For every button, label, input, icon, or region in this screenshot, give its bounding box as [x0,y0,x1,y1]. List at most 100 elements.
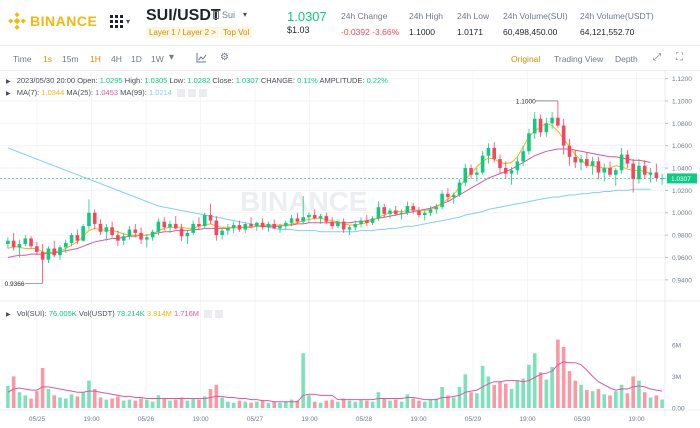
view-original[interactable]: Original [511,54,541,64]
candle-body [29,238,33,247]
apps-menu-icon[interactable]: ▾ [110,14,132,28]
price-axis-label: 1.0200 [672,188,692,195]
candle-body [214,220,219,236]
high-marker-label: 1.1000 [516,98,536,105]
volume-bar [52,395,57,408]
volume-bar [567,371,572,408]
volume-bar [307,395,311,408]
vol-visibility-toggle[interactable] [204,310,213,319]
volume-bar [260,400,265,408]
candle-body [347,227,352,230]
top-vol-tag[interactable]: Top Vol [220,27,253,38]
candle-body [602,168,607,173]
price-axis-label: 0.9400 [672,277,692,284]
volume-bar [492,384,497,408]
volume-bar [475,393,479,408]
candle-body [35,246,39,252]
candle-body [289,218,294,223]
volume-bar [11,376,16,408]
view-trading-view[interactable]: Trading View [554,54,604,64]
candle-body [295,218,300,222]
volume-bar [278,402,282,408]
last-price-usd: $1.03 [287,25,310,35]
volume-bar [127,399,132,408]
volume-bar [382,398,387,408]
interval-15m[interactable]: 15m [62,54,79,64]
volume-bar [110,398,114,408]
time-axis-label: 05/30 [574,416,591,423]
candle-body [399,212,404,214]
volume-bar [637,380,641,408]
candle-body [498,159,502,169]
time-axis-label: 19:00 [192,416,209,423]
candle-body [87,212,91,227]
volume-bar [249,402,253,408]
interval-dropdown-icon[interactable]: ▾ [169,52,175,63]
candle-body [648,172,653,175]
fullscreen-icon[interactable]: ⛶ [676,52,683,63]
candle-body [608,168,612,175]
price-axis-label: 1.1200 [672,76,692,83]
pair-dropdown-icon[interactable]: ▾ [243,10,248,19]
candle-body [81,226,85,241]
pair-info-link[interactable]: Sui [213,10,235,20]
interval-1s[interactable]: 1s [43,54,52,64]
candle-body [104,227,109,232]
candle-body [272,223,277,229]
candle-body [324,216,329,222]
candle-body [341,221,346,230]
interval-1w[interactable]: 1W [151,54,164,64]
candle-body [521,151,525,162]
ma-visibility-toggle[interactable] [176,89,185,98]
vol-settings-button[interactable] [215,310,224,319]
binance-logo[interactable]: BINANCE [8,12,97,30]
volume-bar [35,391,39,408]
volume-bar [104,399,109,408]
volume-bar [619,384,624,408]
candle-body [428,209,433,213]
current-price-tag [667,173,697,184]
time-axis-label: 05/28 [356,416,373,423]
candle-body [301,217,305,222]
volume-bar [428,399,433,408]
volume-bar [6,385,10,408]
volume-bar [365,400,369,408]
stat-24h-low: 24h Low 1.0171 [457,11,490,37]
candle-body [457,182,462,195]
time-axis-label: 19:00 [301,416,318,423]
volume-bar [139,398,143,408]
ma-settings-button[interactable] [187,89,196,98]
ma-close-button[interactable] [198,89,207,98]
interval-1d[interactable]: 1D [131,54,142,64]
candle-body [365,220,369,223]
indicator-icon[interactable] [196,52,207,66]
view-depth[interactable]: Depth [615,54,638,64]
chart-toolbar: Time 1s 15m 1H 4H 1D 1W ▾ ⚙ Original Tra… [0,45,700,71]
candle-body [191,223,195,233]
volume-bar [446,395,450,408]
ma7-line [7,122,651,254]
candle-body [220,230,224,236]
interval-1h[interactable]: 1H [90,54,101,64]
candle-body [145,237,149,240]
volume-bar [341,398,346,408]
candle-body [440,193,444,208]
volume-bar [255,401,259,408]
ohlc-info-line: ▶ 2023/05/30 20:00 Open: 1.0295 High: 1.… [6,76,388,85]
candle-body [168,223,172,228]
candle-body [278,226,282,229]
candle-body [405,206,410,213]
expand-icon[interactable]: ⤢ [653,52,661,63]
settings-gear-icon[interactable]: ⚙ [220,52,229,63]
chart-svg[interactable]: BINANCE 1.1200 1.1000 1.0800 1.0600 1.0400 1.… [0,71,700,428]
interval-4h[interactable]: 4H [111,54,122,64]
chart-area[interactable]: BINANCE 1.1200 1.1000 1.0800 1.0600 1.0400 1.… [0,71,700,428]
candle-body [585,159,589,166]
pair-title[interactable]: SUI/USDT [146,7,221,24]
category-tag[interactable]: Layer 1 / Layer 2 > [146,27,219,38]
volume-bar [498,381,502,408]
price-axis-label: 1.0600 [672,143,692,150]
candle-body [625,154,630,164]
price-axis-label: 1.0800 [672,121,692,128]
candle-body [590,161,595,166]
